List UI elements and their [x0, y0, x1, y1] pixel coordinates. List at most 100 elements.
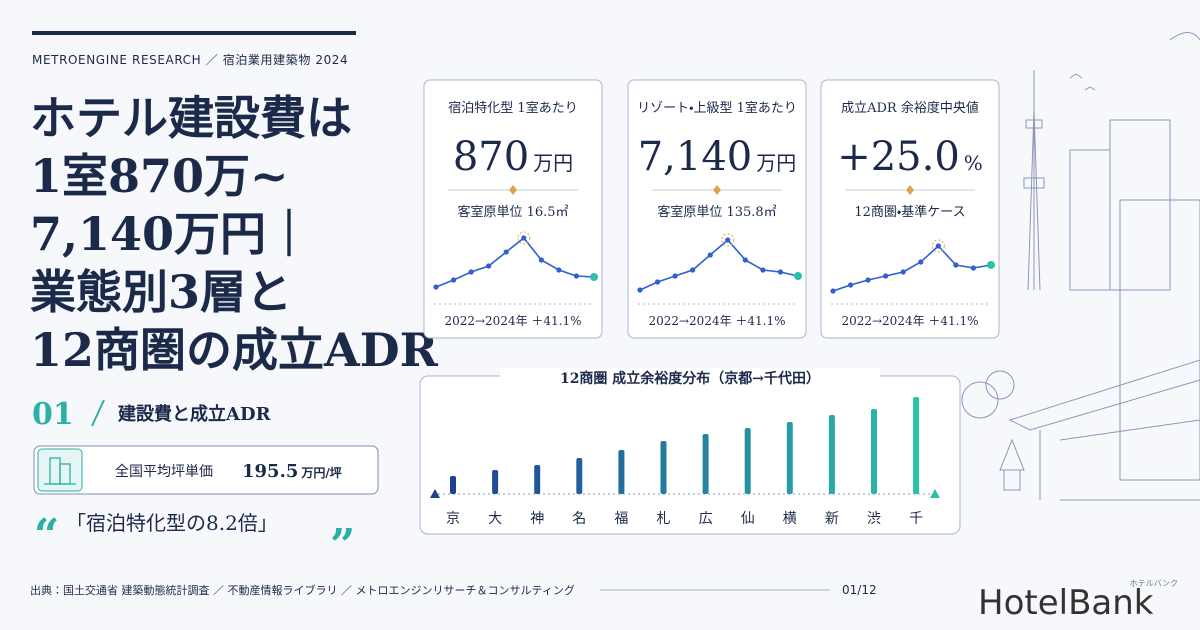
spark-point — [760, 267, 766, 273]
bar-label: 仙 — [741, 511, 755, 527]
bar — [618, 450, 625, 494]
card-title: リゾート・上級型 1室あたり — [637, 101, 797, 116]
logo: HotelBank — [978, 583, 1154, 623]
spark-point — [742, 257, 748, 263]
card-title: 宿泊特化型 1室あたり — [448, 101, 577, 116]
card-foot: 2022→2024年 ＋41.1% — [444, 314, 581, 328]
bar — [576, 458, 583, 494]
spark-point — [450, 277, 457, 283]
sparkline — [832, 244, 992, 292]
card-sub: 客室原単位 16.5㎡ — [457, 204, 568, 220]
spark-point — [433, 284, 439, 290]
title-line: ホテル建設費は — [30, 91, 352, 145]
card-sub: 12商圏・基準ケース — [854, 204, 965, 220]
triangle-left — [430, 489, 440, 498]
bar-label: 京 — [446, 511, 460, 527]
spark-point — [777, 269, 784, 275]
card-sub: 客室原単位 135.8㎡ — [657, 204, 776, 220]
card — [820, 79, 1000, 339]
spark-point — [556, 267, 562, 273]
bar-label: 名 — [572, 511, 586, 527]
card-value: +25.0% — [837, 134, 983, 180]
card-unit: % — [964, 151, 983, 175]
card-number: +25.0 — [837, 134, 960, 180]
series-label: METROENGINE RESEARCH ／ 宿泊業用建築物 2024 — [32, 52, 348, 67]
bar — [660, 441, 667, 494]
spark-point — [970, 265, 977, 271]
stat-box — [33, 445, 379, 495]
peak-ring — [721, 233, 735, 247]
title-line: 業態別3層と — [30, 265, 292, 319]
bars: 京大神名福札広仙横新渋千 — [446, 397, 923, 527]
title-line: 7,140万円｜ — [30, 207, 312, 261]
spark-point — [900, 269, 906, 275]
bar — [534, 465, 541, 494]
bar — [744, 428, 751, 494]
spark-point — [953, 262, 959, 268]
page-number: 01/12 — [842, 583, 877, 597]
spark-point — [918, 259, 924, 265]
section-number: 01 — [32, 397, 74, 432]
card-unit: 万円 — [756, 151, 796, 175]
spark-point — [654, 279, 661, 285]
bar — [828, 415, 835, 494]
title-line: 1室870万~ — [30, 149, 289, 203]
card-diamond — [713, 185, 721, 195]
card-foot: 2022→2024年 ＋41.1% — [648, 314, 785, 328]
spark-point — [865, 277, 871, 283]
card-number: 870 — [453, 134, 529, 180]
section-slash — [91, 399, 105, 427]
section-label: 建設費と成立ADR — [117, 403, 272, 425]
bar-label: 福 — [614, 511, 628, 527]
distribution-title: 12商圏 成立余裕度分布（京都→千代田） — [560, 370, 820, 387]
spark-point — [468, 269, 474, 275]
distribution-title-bg — [500, 368, 880, 386]
bar-label: 新 — [825, 511, 839, 527]
quote-close: ” — [330, 520, 355, 571]
card-diamond — [906, 185, 914, 195]
bar-label: 大 — [488, 511, 502, 527]
card-value: 870 万円 — [453, 134, 573, 180]
quote-text: 「宿泊特化型の8.2倍」 — [66, 511, 278, 535]
card-number: 7,140 — [638, 134, 753, 180]
spark-point — [486, 263, 492, 269]
bar — [871, 409, 877, 494]
bar-label: 千 — [909, 511, 923, 527]
title-line: 12商圏の成立ADR — [30, 323, 439, 377]
spark-point — [590, 273, 598, 281]
bar-label: 広 — [699, 511, 713, 527]
spark-point — [725, 237, 731, 243]
spark-point — [503, 249, 509, 255]
sparkline — [435, 236, 595, 288]
card-diamond — [509, 185, 517, 195]
building-icon — [44, 457, 76, 485]
triangle-right — [930, 489, 940, 498]
bar — [450, 476, 456, 494]
card-unit: 万円 — [533, 151, 573, 175]
stat-value: 195.5 万円/坪 — [242, 461, 342, 482]
spark-point — [987, 261, 995, 269]
bar-label: 札 — [657, 511, 671, 527]
bar — [786, 422, 793, 494]
spark-point — [707, 252, 713, 258]
spark-point — [672, 273, 678, 279]
spark-point — [794, 272, 802, 280]
card-foot: 2022→2024年 ＋41.1% — [841, 314, 978, 328]
spark-point — [573, 273, 580, 279]
card — [627, 79, 807, 339]
spark-point — [637, 287, 643, 293]
card-title: 成立ADR 余裕度中央値 — [841, 100, 979, 116]
bar — [913, 397, 920, 494]
spark-point — [883, 273, 889, 279]
stat-label: 全国平均坪単価 — [115, 464, 213, 480]
stat-unit: 万円/坪 — [300, 466, 341, 480]
city-illustration — [961, 32, 1200, 501]
bar-label: 神 — [530, 511, 544, 527]
spark-point — [538, 257, 544, 263]
spark-point — [521, 235, 527, 241]
bar — [702, 434, 709, 494]
spark-point — [690, 267, 696, 273]
